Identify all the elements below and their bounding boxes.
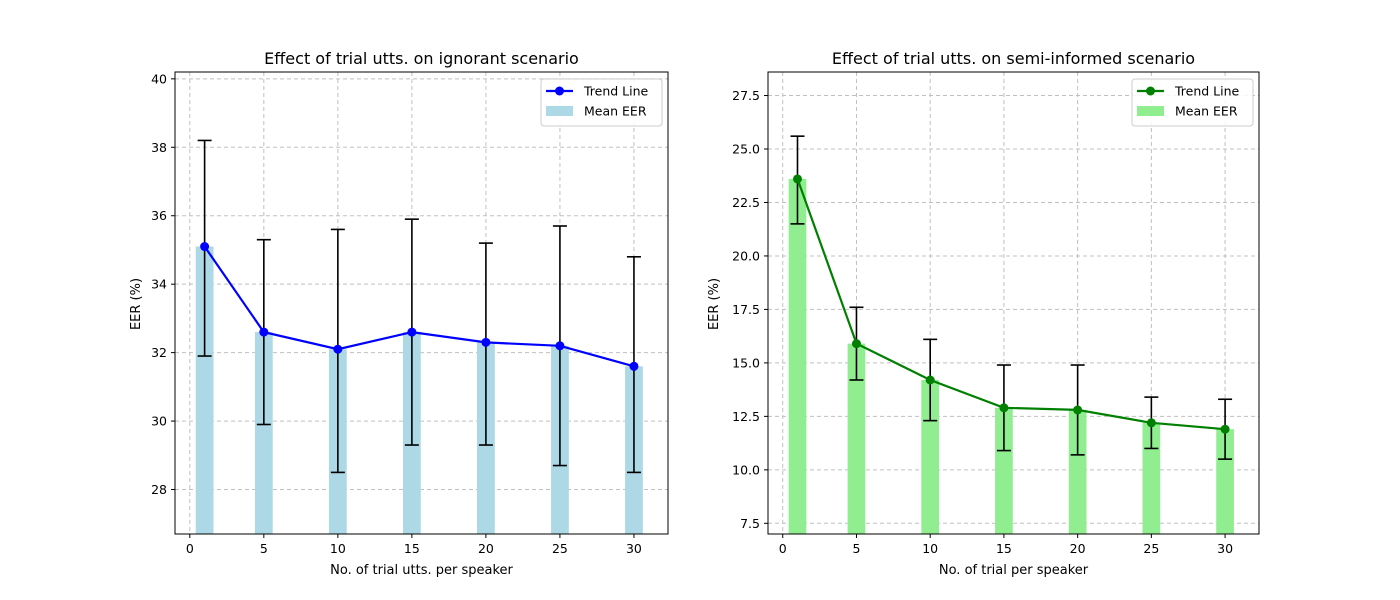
- bar: [788, 178, 807, 534]
- y-tick-label: 34: [151, 277, 167, 292]
- bar: [1216, 429, 1234, 534]
- x-tick-label: 20: [478, 541, 494, 556]
- trend-point: [407, 327, 417, 337]
- y-tick-label: 40: [151, 71, 167, 86]
- y-tick-label: 22.5: [732, 195, 760, 210]
- bar: [995, 407, 1013, 534]
- x-tick-label: 0: [779, 541, 787, 556]
- x-tick-label: 25: [552, 541, 568, 556]
- x-tick-label: 10: [330, 541, 346, 556]
- y-tick-label: 32: [151, 345, 167, 360]
- trend-point: [792, 174, 802, 184]
- y-axis-label: EER (%): [707, 278, 722, 330]
- trend-point: [333, 344, 343, 354]
- x-axis-label: No. of trial per speaker: [939, 563, 1089, 578]
- x-tick-label: 20: [1070, 541, 1086, 556]
- y-tick-label: 38: [151, 140, 167, 155]
- bar: [847, 343, 866, 534]
- chart-title: Effect of trial utts. on ignorant scenar…: [264, 49, 579, 68]
- bar: [1142, 422, 1161, 534]
- y-tick-label: 12.5: [732, 409, 760, 424]
- legend-bar-swatch: [546, 106, 573, 116]
- x-axis-label: No. of trial utts. per speaker: [330, 563, 513, 578]
- y-tick-label: 27.5: [732, 88, 760, 103]
- y-tick-label: 20.0: [732, 248, 760, 263]
- trend-point: [629, 361, 639, 371]
- trend-point: [999, 403, 1009, 413]
- trend-point: [851, 339, 861, 349]
- legend-label-trend-line: Trend Line: [1174, 84, 1240, 99]
- y-axis-label: EER (%): [129, 278, 144, 330]
- x-tick-label: 15: [996, 541, 1012, 556]
- legend-bar-swatch: [1137, 106, 1164, 116]
- x-tick-label: 30: [626, 541, 642, 556]
- y-tick-label: 17.5: [732, 302, 760, 317]
- legend-marker: [555, 86, 564, 96]
- y-tick-label: 36: [151, 208, 167, 223]
- x-tick-label: 5: [260, 541, 268, 556]
- legend: Trend Line Mean EER: [1131, 78, 1254, 127]
- axes-frame: [174, 71, 669, 535]
- trend-point: [1146, 418, 1156, 428]
- legend: Trend Line Mean EER: [540, 78, 663, 127]
- trend-point: [259, 327, 269, 337]
- bar: [254, 332, 273, 534]
- trend-point: [555, 341, 565, 351]
- axes-frame: [767, 71, 1260, 535]
- trend-point: [1220, 424, 1230, 434]
- y-tick-label: 25.0: [732, 142, 760, 157]
- x-tick-label: 5: [852, 541, 860, 556]
- bar: [921, 380, 940, 534]
- y-tick-label: 15.0: [732, 355, 760, 370]
- x-tick-label: 15: [404, 541, 420, 556]
- chart-ignorant-scenario: Effect of trial utts. on ignorant scenar…: [129, 49, 669, 578]
- y-tick-label: 7.5: [740, 516, 760, 531]
- legend-label-mean-eer: Mean EER: [584, 104, 647, 119]
- trend-point: [925, 375, 935, 385]
- legend-marker: [1146, 86, 1155, 96]
- x-tick-label: 0: [186, 541, 194, 556]
- x-tick-label: 10: [922, 541, 938, 556]
- x-tick-label: 25: [1143, 541, 1159, 556]
- x-tick-label: 30: [1217, 541, 1233, 556]
- chart-semi-informed-scenario: Effect of trial utts. on semi-informed s…: [707, 49, 1260, 578]
- bar: [195, 246, 214, 535]
- chart-title: Effect of trial utts. on semi-informed s…: [832, 49, 1195, 68]
- trend-point: [481, 337, 491, 347]
- y-tick-label: 30: [151, 414, 167, 429]
- y-tick-label: 10.0: [732, 462, 760, 477]
- y-tick-label: 28: [151, 482, 167, 497]
- trend-point: [200, 242, 210, 252]
- legend-label-trend-line: Trend Line: [583, 84, 649, 99]
- bar: [1068, 409, 1087, 534]
- legend-label-mean-eer: Mean EER: [1175, 104, 1238, 119]
- trend-point: [1073, 405, 1083, 415]
